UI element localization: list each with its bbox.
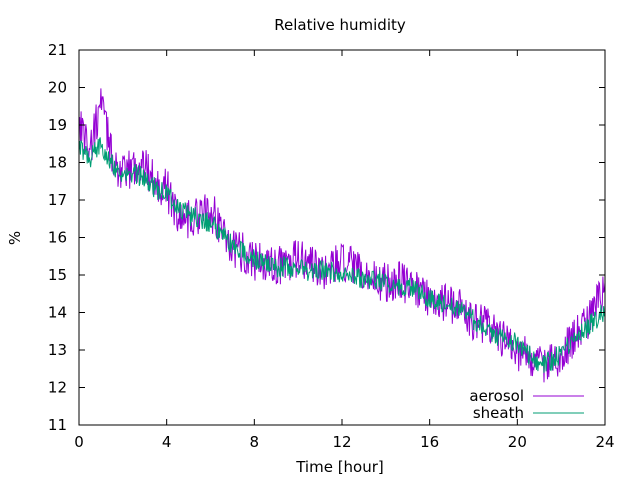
axis-ticks: 0 4 8 12 16 20 24 11 12 13 14 15 16 17 18 19 20 21 <box>48 41 615 451</box>
x-tick-label: 4 <box>162 433 172 451</box>
y-tick-label: 21 <box>48 41 67 59</box>
legend-label-sheath: sheath <box>473 404 524 422</box>
y-tick-label: 16 <box>48 229 67 247</box>
chart-title: Relative humidity <box>274 16 406 34</box>
y-tick-label: 11 <box>48 416 67 434</box>
y-tick-label: 20 <box>48 79 67 97</box>
x-tick-label: 8 <box>250 433 260 451</box>
series-line-sheath <box>78 137 606 373</box>
legend-label-aerosol: aerosol <box>469 387 524 405</box>
y-tick-label: 18 <box>48 154 67 172</box>
x-tick-label: 12 <box>332 433 351 451</box>
x-tick-label: 24 <box>595 433 614 451</box>
x-axis-label: Time [hour] <box>295 458 384 476</box>
y-axis-label: % <box>6 231 24 245</box>
y-tick-label: 12 <box>48 379 67 397</box>
y-tick-label: 15 <box>48 266 67 284</box>
y-tick-label: 14 <box>48 304 67 322</box>
plot-lines <box>78 88 606 383</box>
y-tick-label: 17 <box>48 191 67 209</box>
x-tick-label: 0 <box>74 433 84 451</box>
y-tick-label: 19 <box>48 116 67 134</box>
plot-frame <box>78 49 606 426</box>
series-line-aerosol <box>78 88 606 383</box>
x-tick-label: 16 <box>420 433 439 451</box>
x-tick-label: 20 <box>508 433 527 451</box>
y-tick-label: 13 <box>48 341 67 359</box>
